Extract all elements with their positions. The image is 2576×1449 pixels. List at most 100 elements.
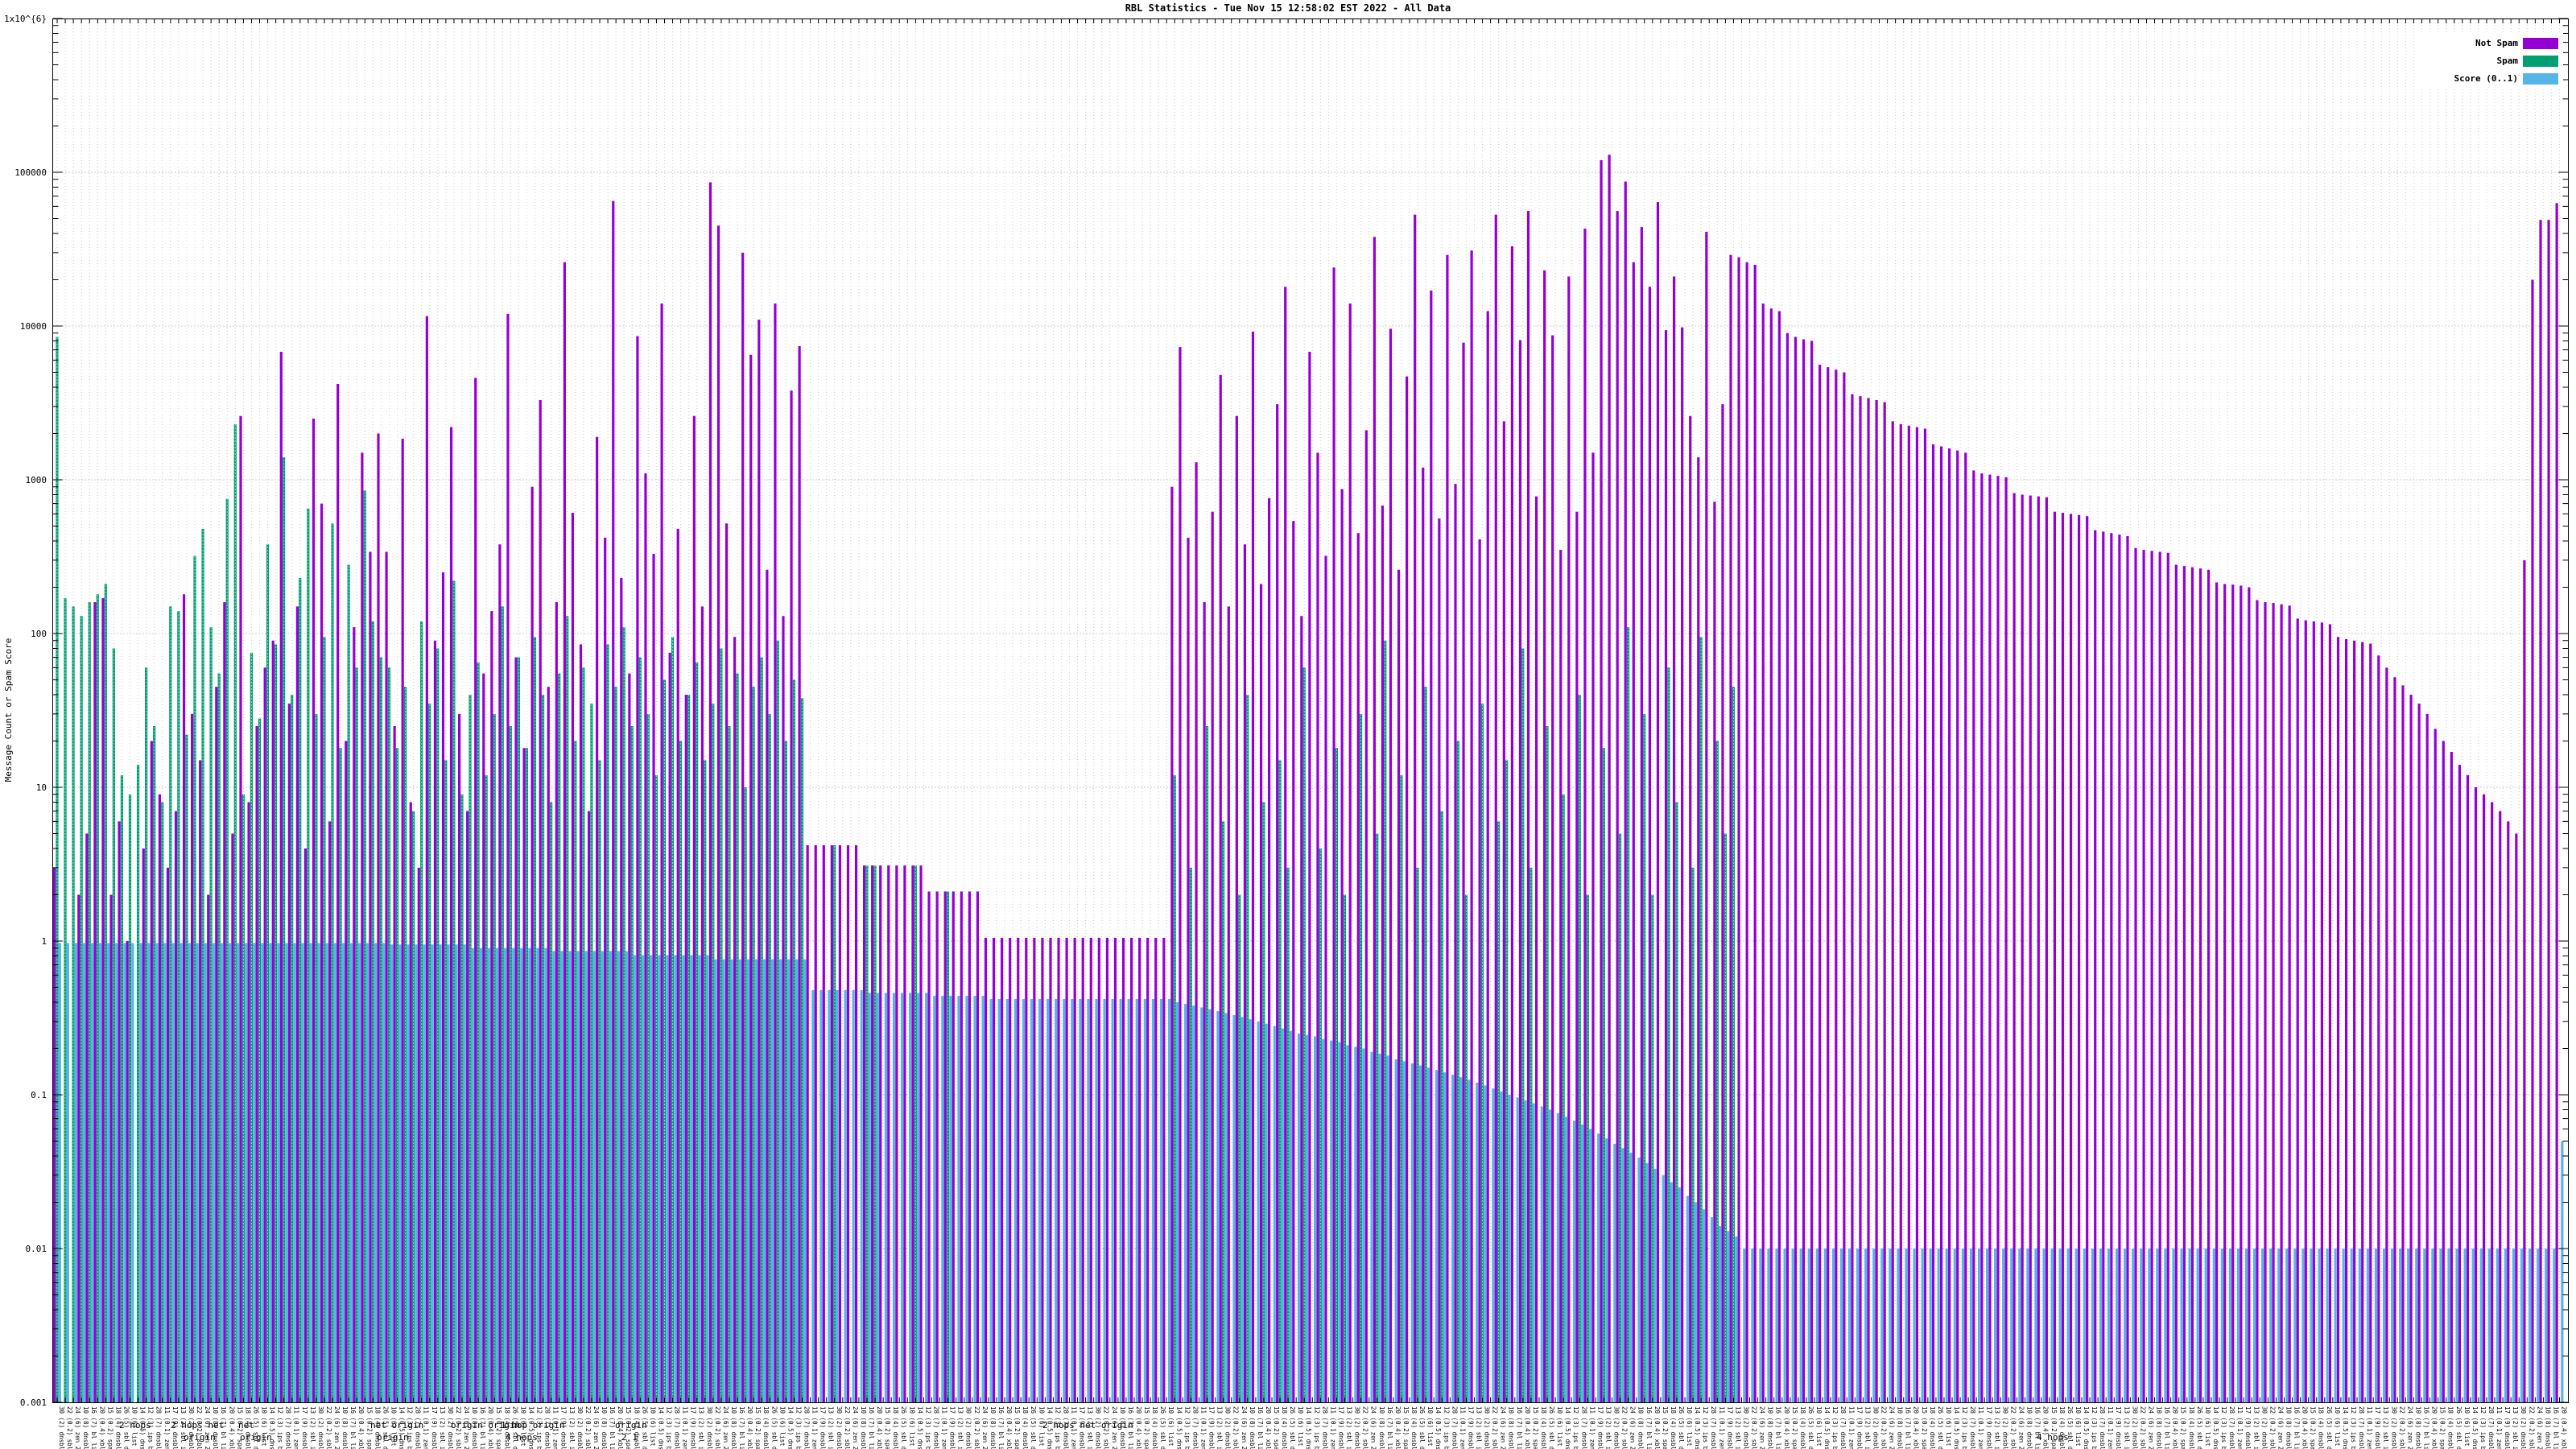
bar-score xyxy=(2091,1249,2094,1402)
x-tick-label: 28 (7) dnsbl sbl 3 hops origin xyxy=(674,1406,681,1449)
bar-not-spam xyxy=(992,937,996,1402)
bar-not-spam xyxy=(1397,569,1401,1402)
bar-spam xyxy=(792,679,796,1402)
bar-not-spam xyxy=(2231,584,2235,1402)
x-tick-label: 17 (9) dnsbl bl 4 hops net origin xyxy=(1856,1406,1863,1449)
bar-score xyxy=(1095,998,1098,1402)
bar-score xyxy=(99,943,102,1402)
bar-not-spam xyxy=(700,606,704,1402)
bar-not-spam xyxy=(1187,537,1190,1402)
bar-not-spam xyxy=(77,894,80,1402)
bar-not-spam xyxy=(2288,605,2291,1402)
bar-score xyxy=(560,951,564,1402)
bar-not-spam xyxy=(1300,616,1303,1402)
bar-not-spam xyxy=(976,891,980,1402)
bar-spam xyxy=(112,648,115,1402)
bar-spam xyxy=(736,673,739,1402)
x-tick-label: 26 (5) sbl dnsbl 2 hops net origin xyxy=(122,1406,130,1449)
bar-spam xyxy=(1205,725,1209,1402)
x-tick-label: 16 (7) bl list 2 hops origin xyxy=(90,1406,97,1449)
bar-not-spam xyxy=(1907,425,1910,1402)
bar-score xyxy=(1532,1103,1535,1402)
bar-score xyxy=(836,989,839,1402)
x-tick-label: 10 (6) list zen 4 hops origin xyxy=(908,1406,915,1449)
bar-spam xyxy=(161,802,164,1402)
bar-not-spam xyxy=(1794,336,1798,1403)
legend-swatch-score xyxy=(2523,73,2558,85)
bar-not-spam xyxy=(1964,452,1967,1402)
bar-score xyxy=(1330,1040,1333,1402)
bar-not-spam xyxy=(1948,448,1951,1402)
bar-score xyxy=(2447,1249,2450,1402)
bar-not-spam xyxy=(109,894,113,1402)
x-tick-label: 17 (9) dnsbl bl 4 hops net origin xyxy=(1208,1406,1216,1449)
bar-not-spam xyxy=(369,551,372,1402)
bar-score xyxy=(2545,1249,2548,1402)
x-tick-label: 24 (6) zen 2 hops origin xyxy=(592,1406,600,1449)
bar-spam xyxy=(663,679,667,1402)
bar-spam xyxy=(533,637,537,1402)
bar-score xyxy=(1735,1236,1738,1402)
bar-score xyxy=(909,993,912,1402)
bar-score xyxy=(900,993,904,1402)
bar-spam xyxy=(1189,867,1192,1402)
bar-spam xyxy=(493,713,496,1402)
x-tick-label: 12 (3) ips bl 2 hops net origin xyxy=(536,1406,543,1449)
x-tick-label: 20 (0.4) xbl dnsbl 1 hop origin xyxy=(2431,1406,2438,1449)
x-tick-label: 26 (5) sbl dnsbl 2 hops net origin xyxy=(770,1406,778,1449)
x-tick-label: 30 (2) dnsbl 2 hops origin xyxy=(58,1406,65,1449)
bar-score xyxy=(1241,1017,1244,1402)
bar-not-spam xyxy=(660,303,663,1402)
bar-score xyxy=(1694,1202,1698,1402)
bar-not-spam xyxy=(1195,462,1198,1402)
x-tick-label: 12 (3) ips bl 2 hops net origin xyxy=(1313,1406,1320,1449)
bar-not-spam xyxy=(2401,685,2405,1402)
x-axis-fragment: 2 hops net origin xyxy=(1042,1420,1133,1430)
bar-score xyxy=(1127,998,1130,1402)
bar-not-spam xyxy=(425,316,428,1403)
bar-not-spam xyxy=(2320,622,2323,1402)
x-tick-label: 13 (2) sbl ips 1 hop origin xyxy=(180,1406,187,1449)
bar-not-spam xyxy=(1470,250,1473,1402)
bar-score xyxy=(1597,1133,1600,1402)
bar-spam xyxy=(88,602,91,1402)
bar-score xyxy=(1767,1249,1770,1402)
bar-score xyxy=(1468,1080,1471,1402)
x-tick-label: 11 (0.1) zen list 2 hops origin xyxy=(293,1406,300,1449)
bar-spam xyxy=(1651,894,1654,1402)
x-tick-label: 16 (7) bl list 2 hops origin xyxy=(1905,1406,1912,1449)
bar-spam xyxy=(1319,848,1322,1402)
bar-not-spam xyxy=(2158,551,2161,1402)
x-tick-label: 28 (7) dnsbl sbl 3 hops origin xyxy=(1839,1406,1847,1449)
x-tick-label: 10 (8) dnsbl ips 4 hops net origin xyxy=(1897,1406,1904,1449)
bar-score xyxy=(1418,1065,1422,1402)
bar-spam xyxy=(136,765,140,1402)
x-tick-label: 10 (8) dnsbl ips 4 hops net origin xyxy=(1119,1406,1126,1449)
bar-score xyxy=(415,944,418,1402)
bar-not-spam xyxy=(587,811,591,1402)
bar-score xyxy=(2504,1249,2508,1402)
bar-not-spam xyxy=(782,616,785,1402)
bar-not-spam xyxy=(822,844,825,1402)
bar-not-spam xyxy=(724,523,729,1402)
x-axis-readable-fragments: 2 hops 2 hops net origin net origin net origi… xyxy=(119,1420,2069,1443)
x-tick-label: 26 (5) sbl dnsbl 2 hops net origin xyxy=(1807,1406,1814,1449)
bar-score xyxy=(212,943,216,1402)
x-tick-label: 30 (2) dnsbl 2 hops origin xyxy=(1613,1406,1620,1449)
bar-score xyxy=(925,993,928,1402)
bar-not-spam xyxy=(547,687,550,1402)
bar-score xyxy=(2132,1249,2135,1402)
x-tick-label: 20 (0.4) xbl dnsbl 1 hop origin xyxy=(1783,1406,1790,1449)
bar-score xyxy=(123,943,126,1402)
bar-not-spam xyxy=(401,438,404,1402)
bar-score xyxy=(1426,1067,1430,1402)
x-tick-label: 22 (0.2) sbl list 1 hop net origin xyxy=(196,1406,203,1449)
bar-not-spam xyxy=(1146,937,1150,1402)
x-tick-label: 13 (2) sbl ips 1 hop origin xyxy=(1604,1406,1612,1449)
x-tick-label: 24 (6) zen 2 hops origin xyxy=(2147,1406,2154,1449)
bar-score xyxy=(2058,1249,2062,1402)
bar-not-spam xyxy=(1867,398,1870,1402)
bar-not-spam xyxy=(1381,505,1385,1403)
x-tick-label: 18 (4) dnsbl b1 2 hops origin xyxy=(374,1406,381,1449)
x-tick-label: 22 (0.2) sbl list 1 hop net origin xyxy=(1492,1406,1499,1449)
